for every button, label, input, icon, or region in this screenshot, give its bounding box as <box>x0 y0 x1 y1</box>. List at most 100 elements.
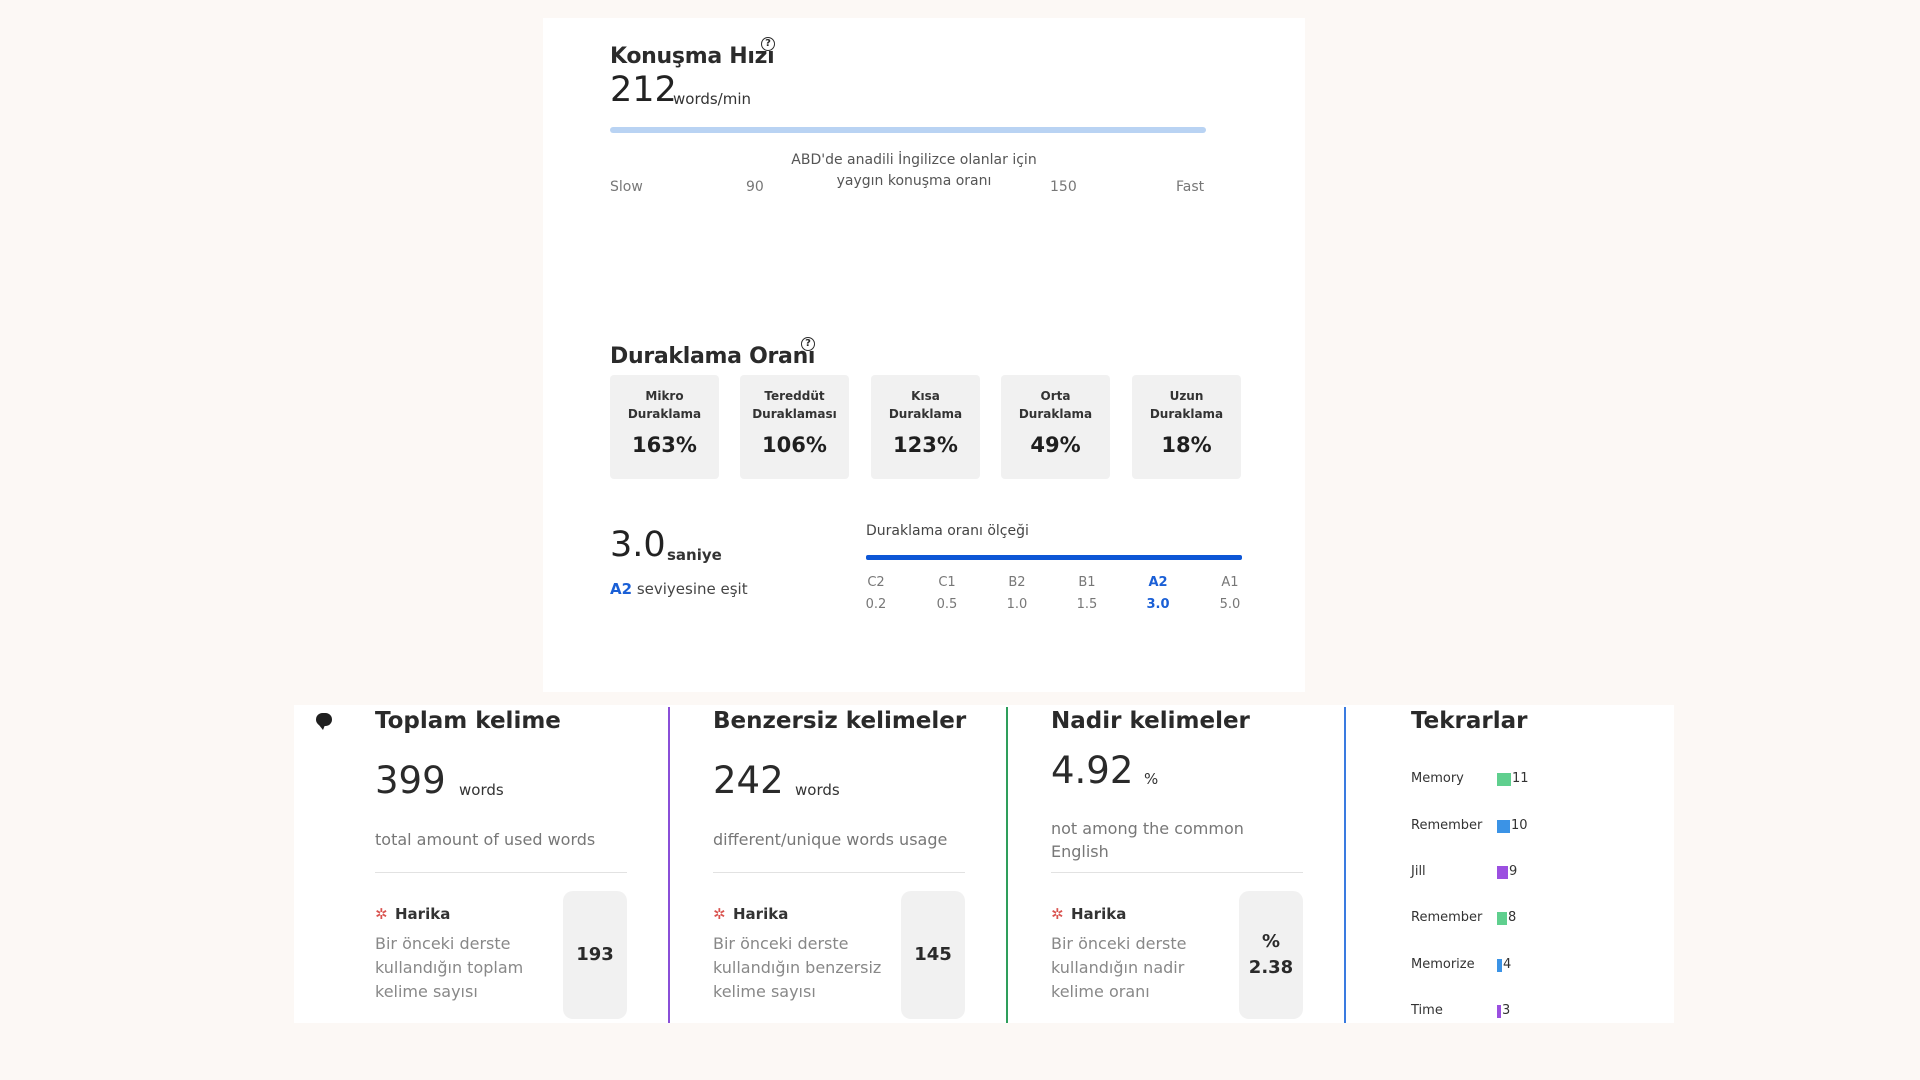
compare-description: Bir önceki derste kullandığın nadir keli… <box>1051 934 1187 1001</box>
cefr-a2: A2 3.0 <box>1138 572 1178 616</box>
cefr-value: 3.0 <box>1146 597 1170 612</box>
speech-analysis-card: Konuşma Hızı ? 212 words/min Slow 90 ABD… <box>543 18 1305 692</box>
pause-tiles: Mikro Duraklama 163% Tereddüt Duraklamas… <box>610 375 1241 479</box>
stat-value: 399 <box>375 759 446 802</box>
level-badge: A2 <box>610 580 633 598</box>
stat-divider <box>713 872 965 873</box>
cefr-value: 5.0 <box>1219 597 1241 612</box>
pause-scale-bar <box>866 555 1242 560</box>
pause-tile-label: Orta Duraklama <box>1018 389 1093 421</box>
cefr-level: C1 <box>938 575 956 590</box>
repetition-count: 9 <box>1509 864 1518 879</box>
cefr-level: A2 <box>1148 575 1168 590</box>
chat-bubble-icon <box>316 713 332 730</box>
cefr-value: 1.5 <box>1076 597 1098 612</box>
stat-title: Toplam kelime <box>375 708 561 734</box>
compare-value: 145 <box>914 944 952 965</box>
repetition-count: 4 <box>1503 957 1512 972</box>
pause-ratio-help-icon[interactable]: ? <box>801 337 815 351</box>
pause-tile-label: Mikro Duraklama <box>627 389 702 421</box>
compare-badge: ✲ Harika <box>1051 905 1126 923</box>
cefr-b2: B2 1.0 <box>997 572 1037 616</box>
repetition-count: 10 <box>1511 818 1528 833</box>
pause-tile-label: Tereddüt Duraklaması <box>752 389 837 421</box>
cefr-value: 1.0 <box>1006 597 1028 612</box>
stat-divider <box>375 872 627 873</box>
stat-divider <box>1051 872 1303 873</box>
pause-tile-micro: Mikro Duraklama 163% <box>610 375 719 479</box>
cefr-c2: C2 0.2 <box>856 572 896 616</box>
stat-description: not among the common English <box>1051 819 1244 861</box>
repetition-word: Memory <box>1411 771 1464 786</box>
repetitions-title: Tekrarlar <box>1411 708 1528 734</box>
scale-center-label: ABD'de anadili İngilizce olanlar için ya… <box>791 152 1037 189</box>
stat-unit: % <box>1144 770 1159 788</box>
stat-description: total amount of used words <box>375 830 596 849</box>
compare-badge: ✲ Harika <box>375 905 450 923</box>
stat-value: 242 <box>713 759 784 802</box>
compare-value-box: 193 <box>563 891 627 1019</box>
stat-unit: words <box>795 781 840 799</box>
repetition-word: Memorize <box>1411 957 1475 972</box>
pause-tile-value: 163% <box>632 433 697 457</box>
repetition-count: 8 <box>1508 910 1517 925</box>
pause-tile-hesitation: Tereddüt Duraklaması 106% <box>740 375 849 479</box>
scale-low-label: 90 <box>746 179 764 195</box>
repetition-count: 3 <box>1502 1003 1511 1018</box>
pause-tile-value: 106% <box>762 433 827 457</box>
cefr-level: B2 <box>1008 575 1026 590</box>
repetition-word: Remember <box>1411 910 1483 925</box>
repetition-bar <box>1497 959 1502 972</box>
compare-description: Bir önceki derste kullandığın toplam kel… <box>375 934 524 1001</box>
pause-tile-value: 123% <box>893 433 958 457</box>
repetition-bar <box>1497 773 1511 786</box>
scale-high-label: 150 <box>1050 179 1077 195</box>
stat-unique-words: Benzersiz kelimeler 242 words different/… <box>713 705 983 1023</box>
cefr-value: 0.5 <box>936 597 958 612</box>
compare-value: 193 <box>576 944 614 965</box>
speech-rate-help-icon[interactable]: ? <box>761 37 775 51</box>
word-stats-card: Toplam kelime 399 words total amount of … <box>294 705 1674 1023</box>
stat-description: different/unique words usage <box>713 830 948 849</box>
level-text: seviyesine eşit <box>636 580 748 598</box>
pause-ratio-title: Duraklama Oranı <box>610 344 816 369</box>
column-divider-blue <box>1344 707 1346 1023</box>
repetition-bar <box>1497 820 1510 833</box>
pause-scale-title: Duraklama oranı ölçeği <box>866 523 1029 539</box>
repetition-bar <box>1497 866 1508 879</box>
stat-value: 4.92 <box>1051 749 1134 792</box>
repetition-bar <box>1497 912 1507 925</box>
compare-value-box: 145 <box>901 891 965 1019</box>
compare-description: Bir önceki derste kullandığın benzersiz … <box>713 934 882 1001</box>
compare-badge-label: Harika <box>733 905 789 923</box>
column-divider-green <box>1006 707 1008 1023</box>
compare-value: % 2.38 <box>1248 931 1294 978</box>
scale-fast-label: Fast <box>1176 179 1205 195</box>
cefr-a1: A1 5.0 <box>1210 572 1250 616</box>
level-equivalence: A2 seviyesine eşit <box>610 580 748 598</box>
speech-rate-value: 212 <box>610 70 677 110</box>
cefr-level: C2 <box>867 575 885 590</box>
cefr-value: 0.2 <box>865 597 887 612</box>
repetition-bar <box>1497 1005 1501 1018</box>
compare-badge: ✲ Harika <box>713 905 788 923</box>
pause-tile-label: Uzun Duraklama <box>1149 389 1224 421</box>
stat-rare-words: Nadir kelimeler 4.92 % not among the com… <box>1051 705 1321 1023</box>
pause-seconds-unit: saniye <box>667 546 722 564</box>
stat-title: Benzersiz kelimeler <box>713 708 967 734</box>
pause-tile-long: Uzun Duraklama 18% <box>1132 375 1241 479</box>
party-popper-icon: ✲ <box>1051 905 1064 923</box>
party-popper-icon: ✲ <box>713 905 726 923</box>
repetition-word: Remember <box>1411 818 1483 833</box>
pause-seconds-value: 3.0 <box>610 525 666 565</box>
column-divider-purple <box>668 707 670 1023</box>
cefr-b1: B1 1.5 <box>1067 572 1107 616</box>
stat-total-words: Toplam kelime 399 words total amount of … <box>375 705 645 1023</box>
stat-title: Nadir kelimeler <box>1051 708 1250 734</box>
pause-tile-value: 49% <box>1030 433 1081 457</box>
compare-badge-label: Harika <box>395 905 451 923</box>
pause-tile-value: 18% <box>1161 433 1212 457</box>
speech-rate-title: Konuşma Hızı <box>610 44 775 69</box>
speech-rate-unit: words/min <box>673 90 752 108</box>
repetition-count: 11 <box>1512 771 1529 786</box>
